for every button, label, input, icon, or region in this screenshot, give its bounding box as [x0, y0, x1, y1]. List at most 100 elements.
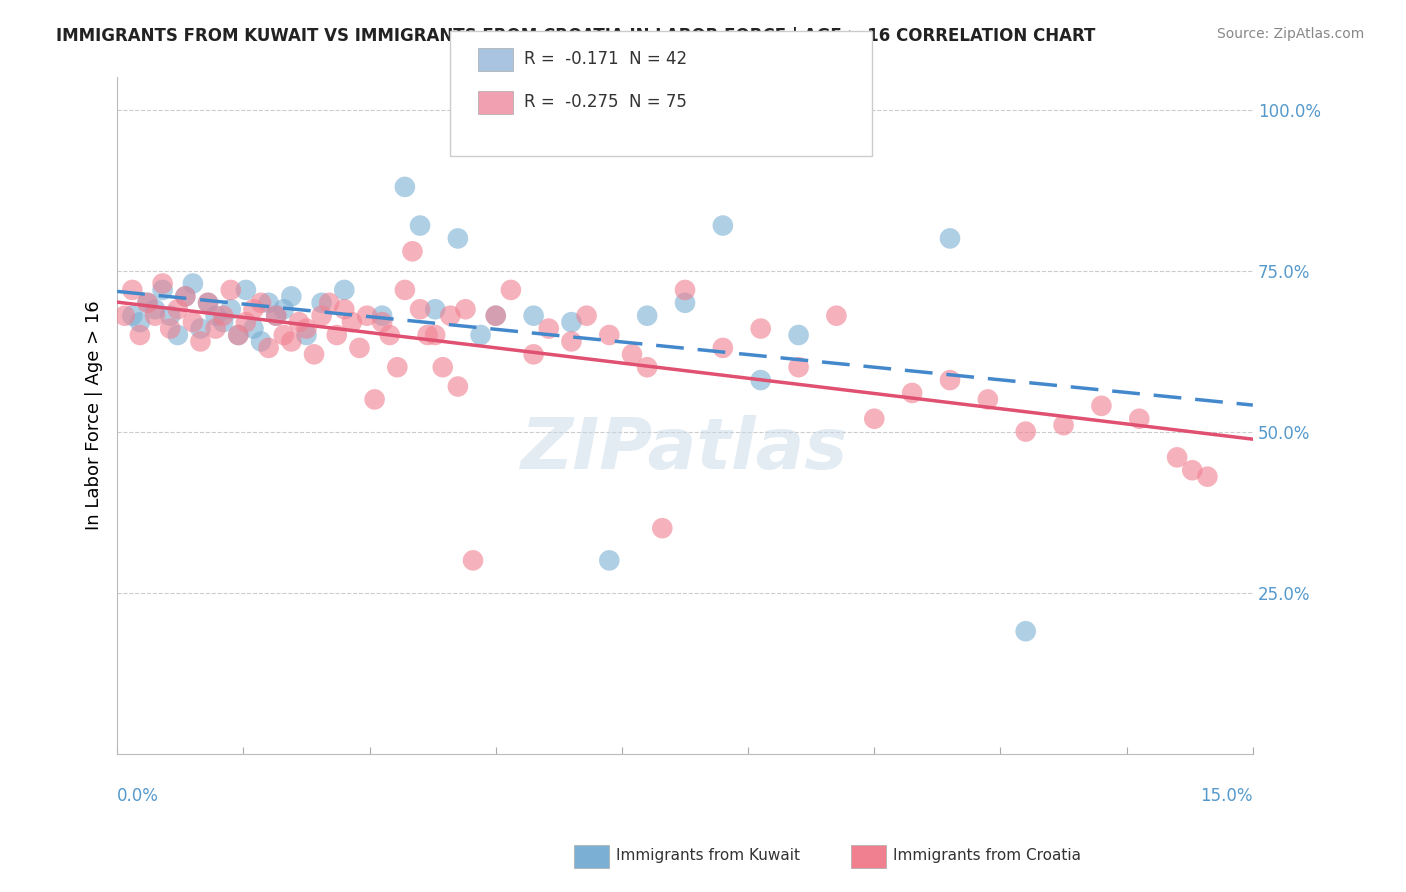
Point: [1090, 399, 1112, 413]
Point: [228, 328, 250, 343]
Point: [311, 309, 333, 323]
Point: [1128, 411, 1150, 425]
Point: [1166, 450, 1188, 465]
Point: [333, 302, 356, 317]
Point: [280, 334, 302, 349]
Text: R =  -0.171  N = 42: R = -0.171 N = 42: [524, 50, 688, 68]
Point: [121, 309, 143, 323]
Point: [673, 295, 696, 310]
Point: [787, 360, 810, 375]
Text: 15.0%: 15.0%: [1201, 787, 1253, 805]
Point: [235, 315, 257, 329]
Point: [651, 521, 673, 535]
Point: [409, 219, 432, 233]
Text: 0.0%: 0.0%: [117, 787, 159, 805]
Point: [749, 321, 772, 335]
Point: [461, 553, 484, 567]
Point: [143, 309, 166, 323]
Point: [181, 315, 204, 329]
Point: [825, 309, 848, 323]
Point: [311, 295, 333, 310]
Point: [166, 302, 188, 317]
Point: [197, 295, 219, 310]
Point: [264, 309, 287, 323]
Point: [340, 315, 363, 329]
Point: [387, 360, 409, 375]
Point: [212, 315, 235, 329]
Point: [212, 309, 235, 323]
Point: [174, 289, 197, 303]
Point: [425, 302, 447, 317]
Point: [863, 411, 886, 425]
Point: [401, 244, 423, 259]
Point: [1181, 463, 1204, 477]
Point: [636, 309, 658, 323]
Point: [288, 315, 311, 329]
Point: [295, 321, 318, 335]
Point: [219, 283, 242, 297]
Point: [454, 302, 477, 317]
Point: [143, 302, 166, 317]
Point: [228, 328, 250, 343]
Point: [242, 321, 264, 335]
Point: [523, 309, 546, 323]
Point: [204, 309, 226, 323]
Point: [152, 277, 174, 291]
Point: [264, 309, 287, 323]
Point: [901, 386, 924, 401]
Point: [711, 219, 734, 233]
Point: [560, 334, 582, 349]
Point: [470, 328, 492, 343]
Text: ZIPatlas: ZIPatlas: [522, 415, 849, 483]
Point: [394, 283, 416, 297]
Point: [273, 302, 295, 317]
Point: [787, 328, 810, 343]
Y-axis label: In Labor Force | Age > 16: In Labor Force | Age > 16: [86, 301, 103, 531]
Point: [250, 295, 273, 310]
Point: [280, 289, 302, 303]
Point: [295, 328, 318, 343]
Point: [447, 379, 470, 393]
Point: [939, 373, 962, 387]
Point: [977, 392, 1000, 407]
Point: [219, 302, 242, 317]
Point: [159, 309, 181, 323]
Point: [235, 283, 257, 297]
Point: [190, 321, 212, 335]
Point: [598, 328, 620, 343]
Point: [485, 309, 508, 323]
Point: [333, 283, 356, 297]
Point: [129, 315, 152, 329]
Point: [204, 321, 226, 335]
Point: [621, 347, 644, 361]
Point: [598, 553, 620, 567]
Point: [416, 328, 439, 343]
Point: [363, 392, 385, 407]
Point: [190, 334, 212, 349]
Point: [523, 347, 546, 361]
Point: [257, 295, 280, 310]
Point: [560, 315, 582, 329]
Point: [197, 295, 219, 310]
Text: IMMIGRANTS FROM KUWAIT VS IMMIGRANTS FROM CROATIA IN LABOR FORCE | AGE > 16 CORR: IMMIGRANTS FROM KUWAIT VS IMMIGRANTS FRO…: [56, 27, 1095, 45]
Point: [136, 295, 159, 310]
Point: [636, 360, 658, 375]
Point: [749, 373, 772, 387]
Point: [302, 347, 325, 361]
Text: Immigrants from Croatia: Immigrants from Croatia: [893, 848, 1081, 863]
Point: [326, 328, 349, 343]
Point: [394, 180, 416, 194]
Point: [250, 334, 273, 349]
Point: [273, 328, 295, 343]
Point: [159, 321, 181, 335]
Text: R =  -0.275  N = 75: R = -0.275 N = 75: [524, 93, 688, 111]
Point: [129, 328, 152, 343]
Point: [537, 321, 560, 335]
Point: [499, 283, 522, 297]
Point: [673, 283, 696, 297]
Point: [166, 328, 188, 343]
Point: [181, 277, 204, 291]
Point: [152, 283, 174, 297]
Point: [114, 309, 136, 323]
Point: [242, 302, 264, 317]
